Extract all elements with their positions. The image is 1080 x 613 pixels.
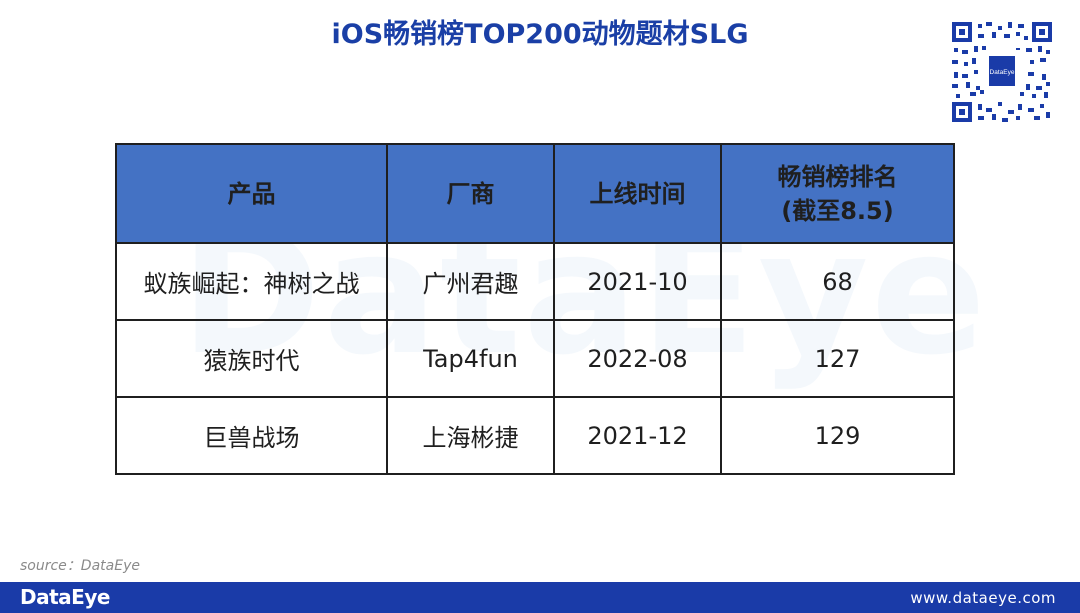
table-header-row: 产品 厂商 上线时间 畅销榜排名 (截至8.5): [115, 143, 955, 244]
cell-product: 巨兽战场: [115, 396, 388, 475]
cell-vendor: 上海彬捷: [386, 396, 555, 475]
footer-bar: DataEye www.dataeye.com: [0, 582, 1080, 613]
cell-rank: 129: [720, 396, 955, 475]
svg-text:DataEye: DataEye: [990, 69, 1015, 76]
cell-rank: 68: [720, 242, 955, 321]
header-vendor: 厂商: [386, 143, 555, 244]
source-note: source：DataEye: [20, 558, 140, 574]
page-title: iOS畅销榜TOP200动物题材SLG: [331, 19, 749, 50]
cell-launch-date: 2021-10: [553, 242, 722, 321]
table-row: 猿族时代 Tap4fun 2022-08 127: [115, 319, 955, 398]
cell-vendor: Tap4fun: [386, 319, 555, 398]
qr-code: DataEye: [950, 20, 1054, 124]
cell-product: 蚁族崛起：神树之战: [115, 242, 388, 321]
cell-launch-date: 2021-12: [553, 396, 722, 475]
cell-vendor: 广州君趣: [386, 242, 555, 321]
qr-modules: [952, 22, 1052, 122]
ranking-table: 产品 厂商 上线时间 畅销榜排名 (截至8.5) 蚁族崛起：神树之战 广州君趣 …: [115, 143, 955, 475]
footer-url[interactable]: www.dataeye.com: [910, 589, 1056, 607]
header-product: 产品: [115, 143, 388, 244]
cell-product: 猿族时代: [115, 319, 388, 398]
cell-launch-date: 2022-08: [553, 319, 722, 398]
header-rank: 畅销榜排名 (截至8.5): [720, 143, 955, 244]
table-row: 巨兽战场 上海彬捷 2021-12 129: [115, 396, 955, 475]
footer-logo: DataEye: [20, 585, 110, 609]
cell-rank: 127: [720, 319, 955, 398]
table-row: 蚁族崛起：神树之战 广州君趣 2021-10 68: [115, 242, 955, 321]
header-launch-date: 上线时间: [553, 143, 722, 244]
qr-center-logo: [989, 56, 1015, 86]
